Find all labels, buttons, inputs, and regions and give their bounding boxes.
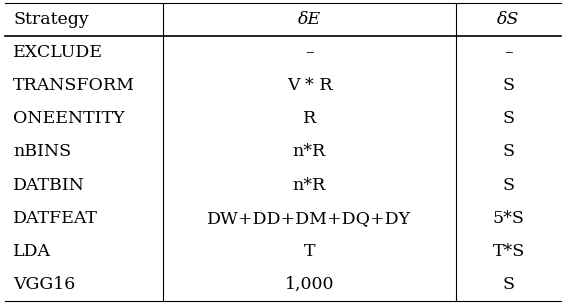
Text: Strategy: Strategy — [13, 11, 89, 28]
Text: DW+DD+DM+DQ+DY: DW+DD+DM+DQ+DY — [207, 210, 411, 227]
Text: R: R — [303, 110, 316, 127]
Text: T: T — [304, 243, 315, 260]
Text: ONEENTITY: ONEENTITY — [13, 110, 125, 127]
Text: DATBIN: DATBIN — [13, 177, 85, 194]
Text: –: – — [305, 44, 314, 61]
Text: S: S — [503, 177, 514, 194]
Text: VGG16: VGG16 — [13, 276, 75, 293]
Text: nBINS: nBINS — [13, 143, 71, 161]
Text: n*R: n*R — [293, 177, 326, 194]
Text: 1,000: 1,000 — [285, 276, 334, 293]
Text: S: S — [503, 143, 514, 161]
Text: n*R: n*R — [293, 143, 326, 161]
Text: S: S — [503, 77, 514, 94]
Text: 5*S: 5*S — [492, 210, 525, 227]
Text: T*S: T*S — [492, 243, 525, 260]
Text: V * R: V * R — [287, 77, 332, 94]
Text: DATFEAT: DATFEAT — [13, 210, 98, 227]
Text: S: S — [503, 110, 514, 127]
Text: δE: δE — [298, 11, 321, 28]
Text: S: S — [503, 276, 514, 293]
Text: δS: δS — [498, 11, 520, 28]
Text: LDA: LDA — [13, 243, 51, 260]
Text: TRANSFORM: TRANSFORM — [13, 77, 135, 94]
Text: EXCLUDE: EXCLUDE — [13, 44, 103, 61]
Text: –: – — [504, 44, 513, 61]
